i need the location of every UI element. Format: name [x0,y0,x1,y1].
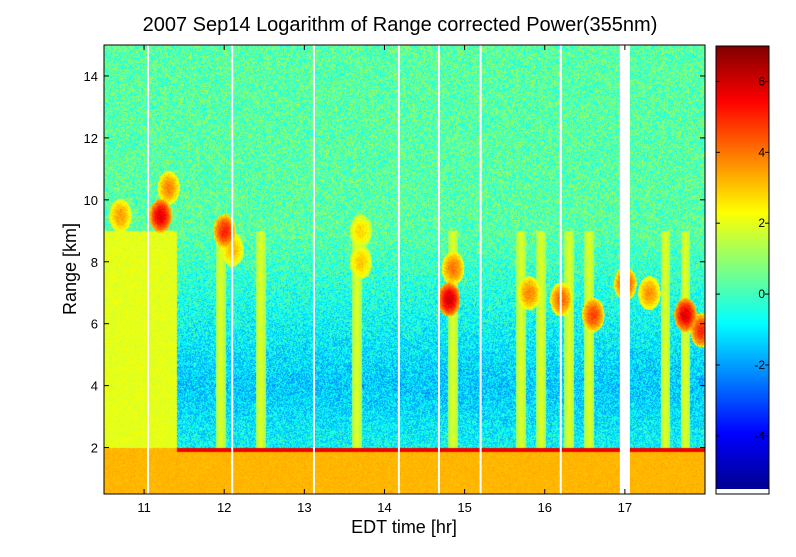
colorbar: -4 -2 0 2 4 6 [715,45,770,495]
x-axis: 11 12 13 14 15 16 17 [137,45,632,515]
x-tick-label: 16 [537,500,551,515]
heatmap-field [104,45,705,494]
colorbar-tick-label: -2 [754,358,765,372]
colorbar-gradient [716,46,769,489]
data-gap [231,45,234,494]
y-axis-label: Range [km] [60,223,80,315]
y-axis: 2 4 6 8 10 12 14 [84,69,705,456]
y-tick-label: 2 [91,441,98,456]
y-tick-label: 6 [91,317,98,332]
colorbar-tick-label: 2 [758,216,765,230]
colorbar-frame [715,45,770,495]
y-tick-label: 8 [91,255,98,270]
colorbar-tick-label: 4 [758,145,765,159]
y-tick-label: 10 [84,193,98,208]
y-tick-label: 12 [84,131,98,146]
data-gap [147,45,150,494]
chart-title: 2007 Sep14 Logarithm of Range corrected … [143,14,658,36]
colorbar-tick-label: 0 [758,287,765,301]
y-tick-label: 4 [91,379,98,394]
x-tick-label: 17 [618,500,632,515]
plot-frame [103,44,706,495]
data-gap [397,45,400,494]
x-tick-label: 12 [217,500,231,515]
data-gap [479,45,482,494]
y-tick-label: 14 [84,69,98,84]
x-axis-label: EDT time [hr] [351,517,457,537]
colorbar-tick-label: 6 [758,74,765,88]
data-gap [619,45,630,494]
x-tick-label: 13 [297,500,311,515]
data-gap [437,45,440,494]
x-tick-label: 11 [137,500,151,515]
data-gap [559,45,562,494]
data-gaps [147,45,630,494]
x-tick-label: 15 [457,500,471,515]
colorbar-gradient-end [716,489,769,494]
data-gap [312,45,315,494]
x-tick-label: 14 [377,500,391,515]
colorbar-tick-label: -4 [754,429,765,443]
